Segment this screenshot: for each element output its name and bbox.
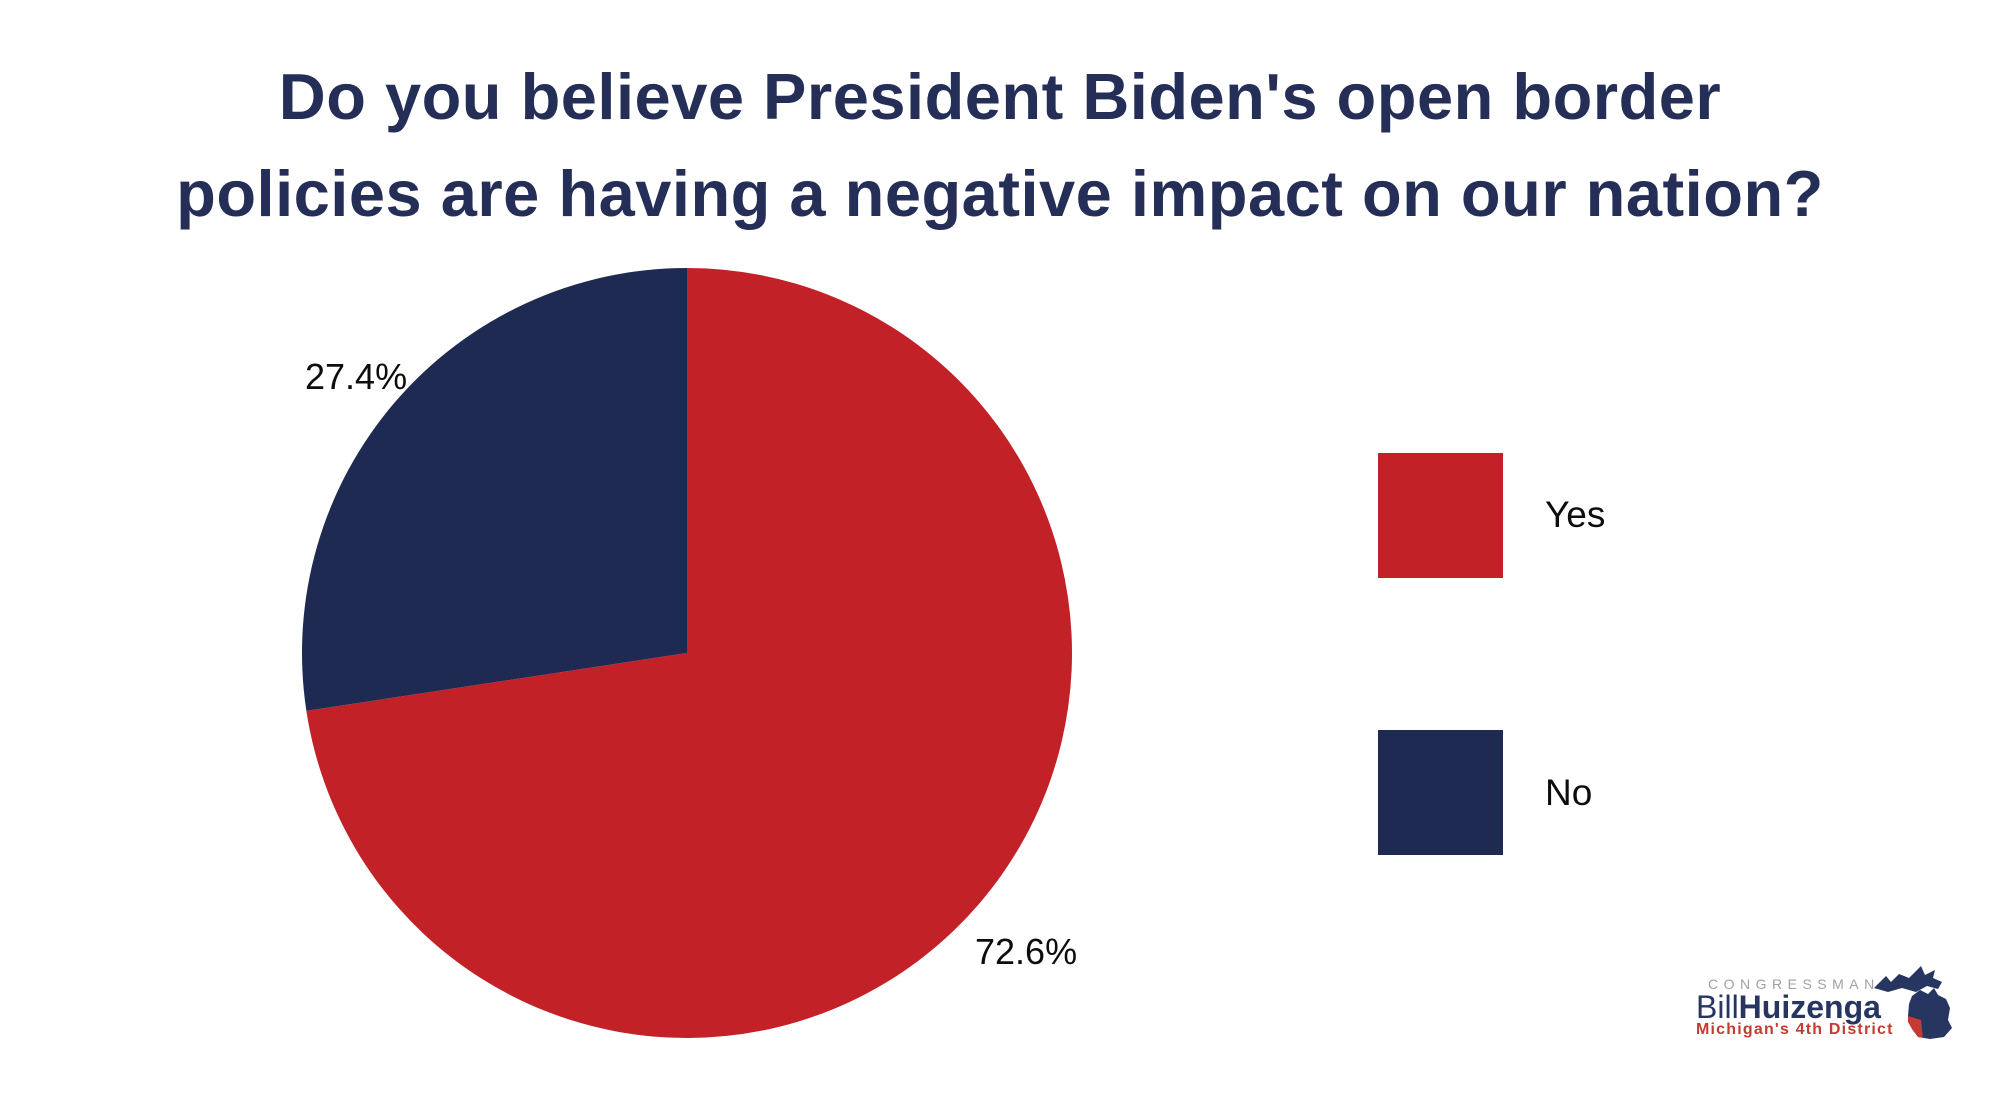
legend-swatch-no	[1378, 730, 1503, 855]
chart-title-line1: Do you believe President Biden's open bo…	[278, 60, 1722, 133]
logo-congressman-text: CONGRESSMAN	[1708, 976, 1880, 992]
pie-slice-yes	[306, 268, 1072, 1038]
michigan-upper-peninsula-shape	[1874, 966, 1942, 992]
pie-slice-no	[302, 268, 687, 711]
pie-label-yes: 72.6%	[975, 931, 1078, 972]
michigan-state-icon	[1874, 966, 1952, 1039]
pie-chart	[302, 268, 1072, 1038]
pie-label-no: 27.4%	[305, 356, 408, 397]
logo-name: BillHuizenga	[1696, 991, 1881, 1023]
chart-title-line2: policies are having a negative impact on…	[176, 157, 1824, 230]
logo-first-name: Bill	[1696, 989, 1739, 1025]
logo-district-text: Michigan's 4th District	[1696, 1021, 1894, 1038]
chart-title: Do you believe President Biden's open bo…	[0, 48, 2000, 242]
logo-last-name: Huizenga	[1738, 989, 1881, 1025]
michigan-4th-district-shape	[1908, 1016, 1923, 1038]
huizenga-logo: CONGRESSMAN BillHuizenga Michigan's 4th …	[1690, 966, 1990, 1084]
legend-label-yes: Yes	[1545, 494, 1606, 535]
legend-label-no: No	[1545, 772, 1593, 813]
legend-swatch-yes	[1378, 453, 1503, 578]
